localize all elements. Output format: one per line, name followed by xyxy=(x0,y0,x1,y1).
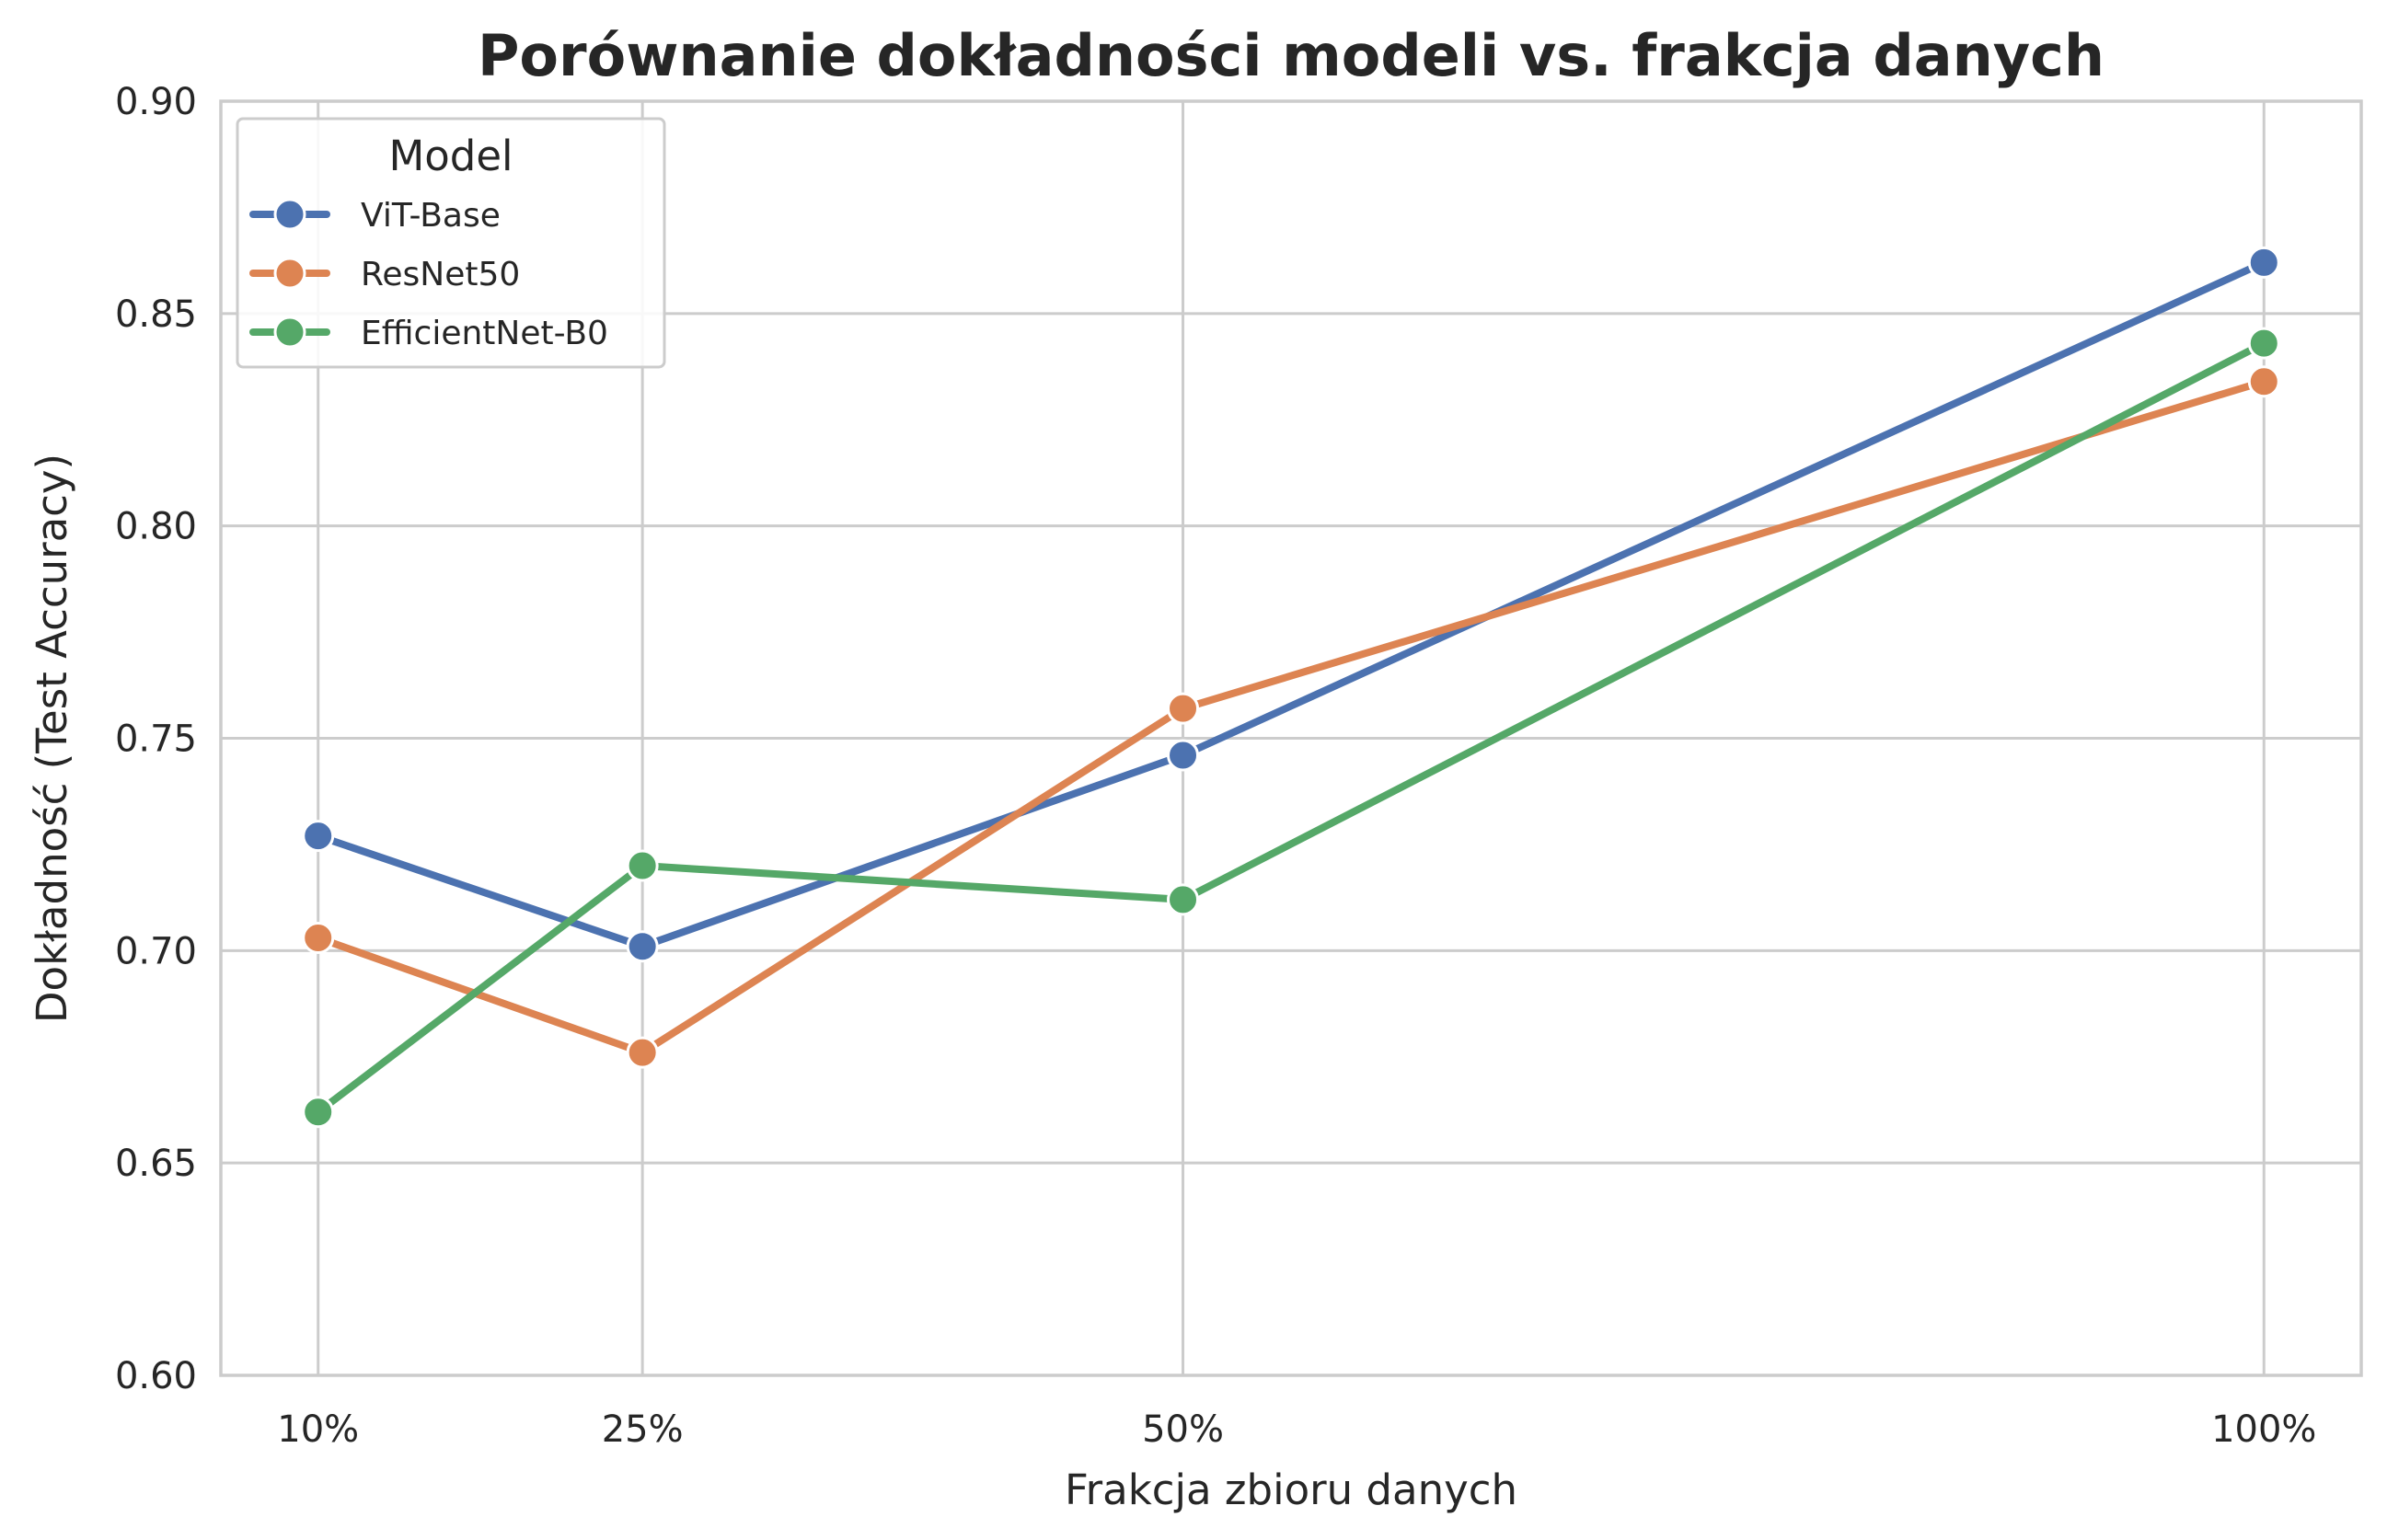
plot-frame xyxy=(219,99,2363,1377)
data-point xyxy=(626,930,659,963)
y-tick-label: 0.70 xyxy=(115,930,197,972)
y-tick-label: 0.90 xyxy=(115,81,197,123)
data-point xyxy=(1167,883,1200,916)
legend-item: ResNet50 xyxy=(249,256,520,293)
x-tick-labels: 10% 25% 50% 100% xyxy=(277,1408,2316,1451)
y-axis-label: Dokładność (Test Accuracy) xyxy=(28,454,76,1023)
y-tick-labels: 0.60 0.65 0.70 0.75 0.80 0.85 0.90 xyxy=(115,81,197,1397)
legend-swatch-marker xyxy=(273,316,306,349)
legend-box xyxy=(236,117,666,369)
series-efficientnet-b0 xyxy=(302,327,2280,1129)
legend-label: ResNet50 xyxy=(361,256,520,293)
data-point xyxy=(626,849,659,882)
x-tick-label: 10% xyxy=(277,1408,359,1451)
legend-item: ViT-Base xyxy=(249,197,501,235)
x-tick-label: 25% xyxy=(602,1408,684,1451)
data-point xyxy=(2247,327,2280,360)
legend-items: ViT-Base ResNet50 EfficientNet-B0 xyxy=(249,197,608,352)
y-tick-label: 0.85 xyxy=(115,293,197,336)
data-point xyxy=(302,1096,335,1129)
series-group xyxy=(302,246,2280,1129)
data-point xyxy=(2247,246,2280,279)
y-tick-label: 0.75 xyxy=(115,718,197,761)
data-point xyxy=(1167,739,1200,772)
legend-label: ViT-Base xyxy=(361,197,501,235)
series-line xyxy=(314,259,2268,950)
legend-swatch-marker xyxy=(273,198,306,231)
series-line xyxy=(314,339,2268,1116)
x-tick-label: 50% xyxy=(1142,1408,1224,1451)
x-axis-label: Frakcja zbioru danych xyxy=(1065,1465,1517,1514)
data-point xyxy=(302,820,335,853)
series-vit-base xyxy=(302,246,2280,963)
legend-title: Model xyxy=(388,132,513,180)
data-point xyxy=(302,921,335,954)
legend-label: EfficientNet-B0 xyxy=(361,315,608,352)
data-point xyxy=(1167,692,1200,725)
chart-title: Porównanie dokładności modeli vs. frakcj… xyxy=(478,22,2104,89)
legend: Model ViT-Base ResNet50 EfficientNet-B0 xyxy=(236,117,666,369)
y-tick-label: 0.60 xyxy=(115,1355,197,1397)
legend-item: EfficientNet-B0 xyxy=(249,315,608,352)
data-point xyxy=(2247,365,2280,398)
data-point xyxy=(626,1036,659,1069)
y-tick-label: 0.65 xyxy=(115,1143,197,1185)
x-tick-label: 100% xyxy=(2211,1408,2316,1451)
legend-swatch-marker xyxy=(273,257,306,290)
y-tick-label: 0.80 xyxy=(115,506,197,548)
